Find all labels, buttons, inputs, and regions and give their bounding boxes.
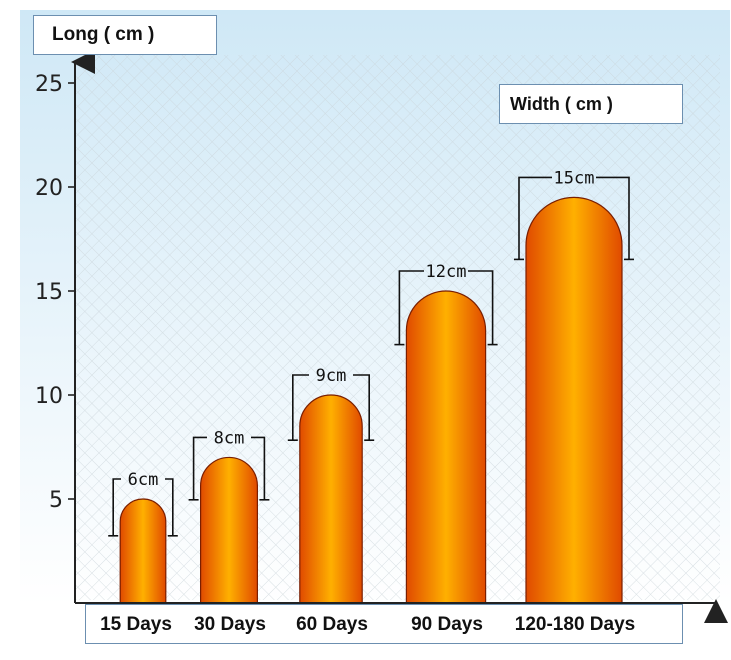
x-category-label-2: 30 Days [194,614,266,635]
x-axis-labels: 15 Days 30 Days 60 Days 90 Days 120-180 Days [85,604,683,644]
width-bracket-4: 12cm [394,262,498,346]
bar-4 [405,290,487,604]
width-bracket-2: 8cm [188,428,270,501]
bar-5 [525,196,623,604]
bar-1 [119,498,167,604]
y-axis-title: Long ( cm ) [33,15,217,55]
width-bracket-1: 6cm [108,470,178,537]
width-label-2: 8cm [214,428,245,448]
width-label-4: 12cm [426,262,467,282]
width-label-1: 6cm [128,470,159,490]
width-label-3: 9cm [316,366,347,386]
y-tick-label-5: 5 [49,488,63,513]
width-bracket-3: 9cm [287,366,375,442]
bar-2 [200,456,258,604]
y-tick-label-25: 25 [35,72,63,97]
y-tick-label-20: 20 [35,176,63,201]
bar-3 [299,394,363,604]
x-category-label-1: 15 Days [100,614,172,635]
plot-pattern [75,55,720,600]
x-category-label-3: 60 Days [296,614,368,635]
y-tick-label-10: 10 [35,384,63,409]
x-category-label-4: 90 Days [411,614,483,635]
legend-width-label: Width ( cm ) [499,84,683,124]
width-bracket-5: 15cm [514,168,634,261]
x-category-label-5: 120-180 Days [514,614,636,635]
y-tick-label-15: 15 [35,280,63,305]
width-label-5: 15cm [554,168,595,188]
